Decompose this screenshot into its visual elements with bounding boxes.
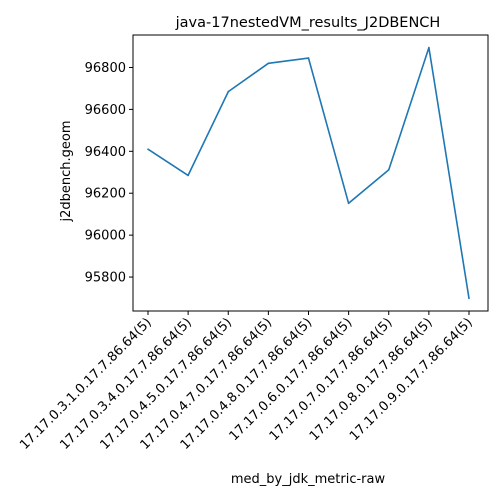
y-tick-label: 96000: [85, 229, 126, 244]
data-point: [187, 174, 189, 177]
y-tick-label: 96800: [85, 61, 126, 76]
chart-title: java-17nestedVM_results_J2DBENCH: [175, 15, 441, 31]
y-tick-label: 96600: [85, 103, 126, 118]
data-point: [428, 46, 430, 49]
data-point: [347, 202, 350, 205]
y-tick-label: 95800: [85, 271, 126, 286]
axes-frame: [132, 34, 489, 312]
data-point: [387, 168, 390, 171]
y-axis-label: j2dbench.geom: [59, 120, 74, 222]
data-point: [147, 148, 149, 151]
data-point: [227, 90, 230, 93]
y-tick-label: 96200: [85, 187, 126, 202]
x-axis-label: med_by_jdk_metric-raw: [231, 472, 386, 487]
y-tick-label: 96400: [85, 145, 126, 160]
data-point: [307, 57, 310, 59]
data-point: [267, 62, 270, 65]
data-point: [468, 297, 470, 300]
